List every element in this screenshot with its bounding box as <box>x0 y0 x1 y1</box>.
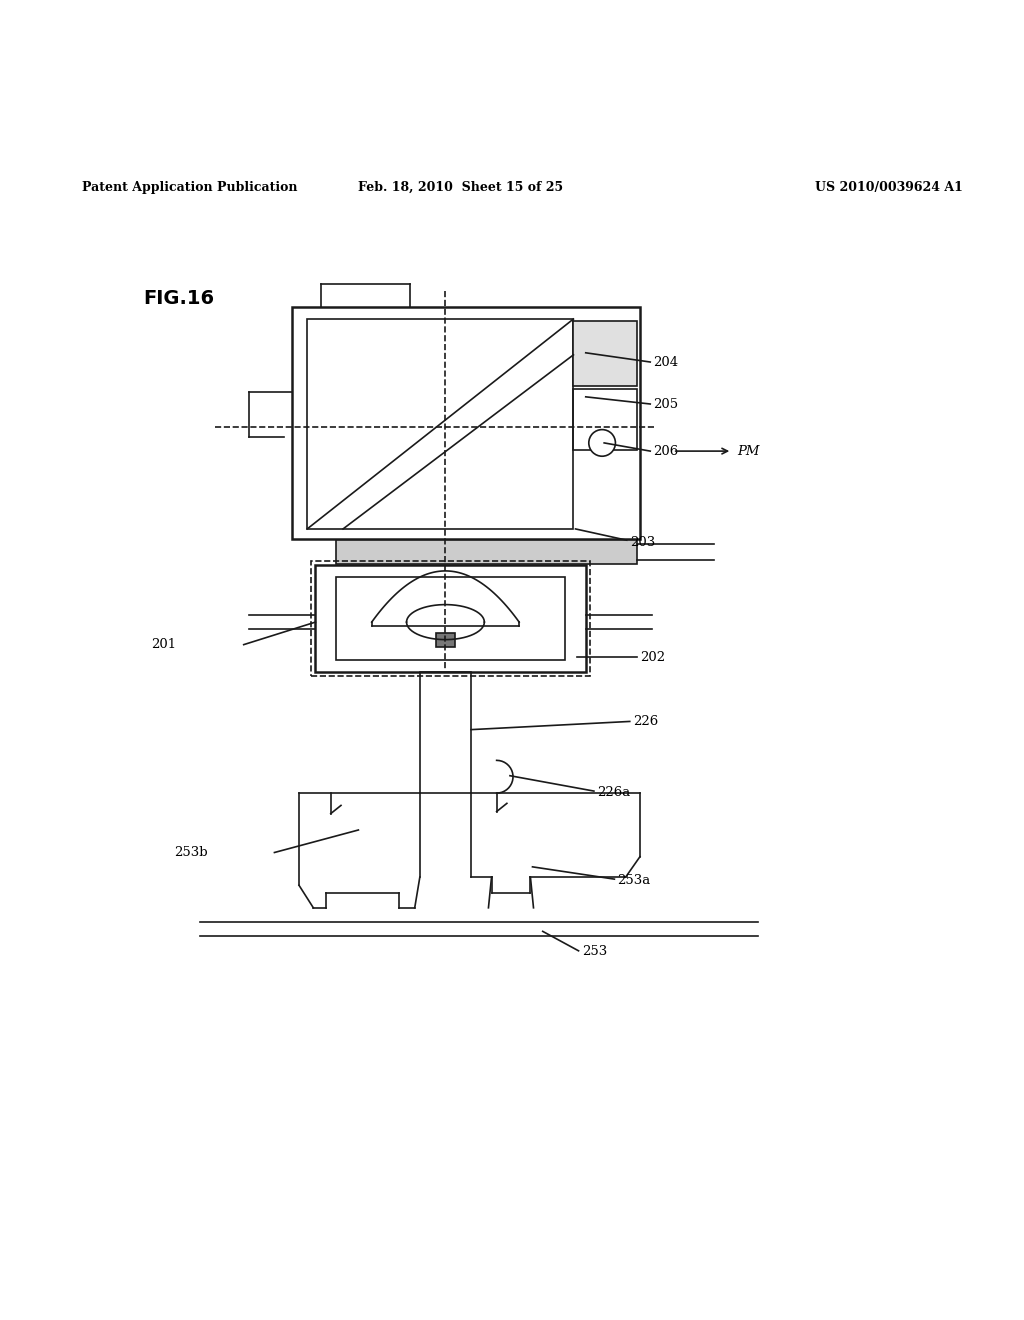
Bar <box>420 672 471 793</box>
Text: US 2010/0039624 A1: US 2010/0039624 A1 <box>815 181 963 194</box>
Text: Feb. 18, 2010  Sheet 15 of 25: Feb. 18, 2010 Sheet 15 of 25 <box>358 181 563 194</box>
Bar <box>336 540 637 564</box>
Text: FIG.16: FIG.16 <box>143 289 214 309</box>
Bar <box>307 319 573 529</box>
Text: Patent Application Publication: Patent Application Publication <box>82 181 297 194</box>
Text: 201: 201 <box>152 638 177 651</box>
Bar <box>336 577 565 660</box>
Text: PM: PM <box>737 445 760 458</box>
Bar <box>315 565 586 672</box>
Bar <box>311 561 590 676</box>
Text: 253: 253 <box>582 945 607 958</box>
Text: 226: 226 <box>633 715 658 727</box>
Bar <box>292 306 640 539</box>
Circle shape <box>589 429 615 457</box>
Text: 206: 206 <box>653 445 679 458</box>
Text: 253a: 253a <box>617 874 650 887</box>
Bar <box>436 634 455 647</box>
Text: 205: 205 <box>653 397 679 411</box>
Text: 204: 204 <box>653 355 679 368</box>
Text: 203: 203 <box>630 536 655 549</box>
Bar <box>573 321 637 385</box>
Text: 202: 202 <box>640 652 666 664</box>
Text: 253b: 253b <box>174 846 208 859</box>
Bar <box>573 388 637 450</box>
Text: 226a: 226a <box>597 785 630 799</box>
